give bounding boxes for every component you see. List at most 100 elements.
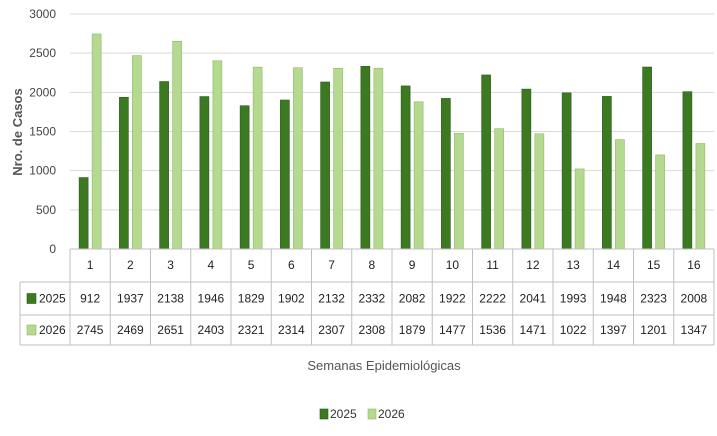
data-label: 2307 bbox=[318, 323, 345, 337]
bar-2025-3 bbox=[159, 81, 169, 250]
bar-2025-13 bbox=[561, 92, 572, 250]
x-tick-label: 14 bbox=[607, 258, 621, 272]
data-label: 1879 bbox=[399, 323, 426, 337]
data-label: 1993 bbox=[560, 292, 587, 306]
bar-2025-6 bbox=[280, 99, 290, 250]
bar-2026-2 bbox=[132, 55, 142, 250]
x-tick-label: 8 bbox=[369, 258, 376, 272]
data-label: 1922 bbox=[439, 292, 466, 306]
bar-2025-1 bbox=[78, 177, 89, 250]
bar-2025-5 bbox=[239, 105, 250, 250]
legend-label: 2026 bbox=[378, 407, 405, 421]
legend-label: 2025 bbox=[330, 407, 357, 421]
y-tick-label: 3000 bbox=[29, 7, 56, 21]
data-label: 1937 bbox=[117, 292, 144, 306]
data-label: 1946 bbox=[198, 292, 225, 306]
bar-2026-12 bbox=[534, 133, 545, 250]
data-label: 1347 bbox=[681, 323, 708, 337]
data-label: 2323 bbox=[640, 292, 667, 306]
bar-2025-10 bbox=[441, 98, 451, 250]
bar-2025-9 bbox=[400, 85, 411, 250]
bar-2025-15 bbox=[642, 66, 652, 250]
bar-2026-10 bbox=[454, 133, 464, 250]
x-tick-label: 15 bbox=[647, 258, 661, 272]
data-label: 2745 bbox=[77, 323, 104, 337]
data-label: 1829 bbox=[238, 292, 265, 306]
bar-2026-13 bbox=[574, 168, 585, 250]
data-label: 2651 bbox=[157, 323, 184, 337]
x-tick-label: 1 bbox=[87, 258, 94, 272]
x-tick-label: 11 bbox=[486, 258, 499, 272]
bar-2026-5 bbox=[252, 66, 263, 250]
bar-2026-6 bbox=[293, 67, 303, 250]
bar-2025-8 bbox=[360, 66, 371, 250]
bar-2026-16 bbox=[695, 143, 706, 250]
bar-2026-9 bbox=[413, 101, 424, 250]
y-axis-title: Nro. de Casos bbox=[10, 88, 25, 175]
data-label: 2132 bbox=[318, 292, 345, 306]
bar-2026-1 bbox=[91, 33, 102, 250]
y-tick-label: 2500 bbox=[29, 46, 56, 60]
bar-2025-14 bbox=[602, 96, 612, 250]
y-tick-label: 1500 bbox=[29, 125, 56, 139]
x-tick-label: 9 bbox=[409, 258, 416, 272]
data-label: 2469 bbox=[117, 323, 144, 337]
data-label: 2222 bbox=[479, 292, 506, 306]
bar-2025-12 bbox=[521, 88, 532, 250]
table-series-name: 2026 bbox=[39, 323, 66, 337]
data-label: 1201 bbox=[640, 323, 667, 337]
data-label: 1902 bbox=[278, 292, 305, 306]
bar-2026-7 bbox=[333, 67, 343, 250]
data-label: 2321 bbox=[238, 323, 265, 337]
data-label: 1471 bbox=[520, 323, 547, 337]
data-label: 2403 bbox=[198, 323, 225, 337]
y-tick-label: 0 bbox=[49, 242, 56, 256]
table-legend-swatch bbox=[26, 293, 37, 304]
data-label: 2308 bbox=[359, 323, 386, 337]
data-label: 2314 bbox=[278, 323, 305, 337]
x-tick-label: 3 bbox=[167, 258, 174, 272]
data-label: 1477 bbox=[439, 323, 466, 337]
x-tick-label: 12 bbox=[526, 258, 540, 272]
bar-2026-11 bbox=[494, 128, 504, 250]
x-tick-label: 16 bbox=[687, 258, 701, 272]
data-label: 1536 bbox=[479, 323, 506, 337]
y-tick-label: 2000 bbox=[29, 85, 56, 99]
x-axis-title: Semanas Epidemiológicas bbox=[307, 358, 461, 373]
y-tick-label: 1000 bbox=[29, 164, 56, 178]
data-label: 2008 bbox=[681, 292, 708, 306]
x-tick-label: 2 bbox=[127, 258, 134, 272]
legend: 2025 2026 bbox=[319, 407, 405, 421]
legend-swatch bbox=[319, 408, 329, 420]
legend-swatch bbox=[367, 408, 377, 420]
bar-2026-8 bbox=[373, 67, 384, 250]
bar-2026-4 bbox=[212, 60, 223, 250]
bar-2026-15 bbox=[655, 154, 665, 250]
data-label: 2082 bbox=[399, 292, 426, 306]
x-tick-label: 7 bbox=[328, 258, 335, 272]
bar-2025-11 bbox=[481, 74, 491, 250]
x-tick-label: 5 bbox=[248, 258, 255, 272]
x-tick-label: 4 bbox=[208, 258, 215, 272]
data-label: 1397 bbox=[600, 323, 627, 337]
y-tick-label: 500 bbox=[36, 203, 56, 217]
table-legend-swatch bbox=[26, 324, 37, 336]
bar-2025-4 bbox=[199, 96, 210, 250]
bar-2025-2 bbox=[119, 96, 129, 250]
y-axis-ticks: 0 500 1000 1500 2000 2500 3000 bbox=[29, 7, 56, 256]
x-tick-label: 6 bbox=[288, 258, 295, 272]
table-series-name: 2025 bbox=[39, 292, 66, 306]
bar-2025-16 bbox=[682, 91, 693, 250]
x-tick-label: 13 bbox=[566, 258, 580, 272]
x-tick-label: 10 bbox=[446, 258, 460, 272]
data-label: 2332 bbox=[359, 292, 386, 306]
data-label: 1948 bbox=[600, 292, 627, 306]
data-label: 2138 bbox=[157, 292, 184, 306]
data-label: 912 bbox=[80, 292, 100, 306]
bars bbox=[78, 33, 706, 250]
bar-2026-14 bbox=[615, 139, 625, 250]
bar-2026-3 bbox=[172, 41, 182, 250]
data-label: 2041 bbox=[520, 292, 547, 306]
